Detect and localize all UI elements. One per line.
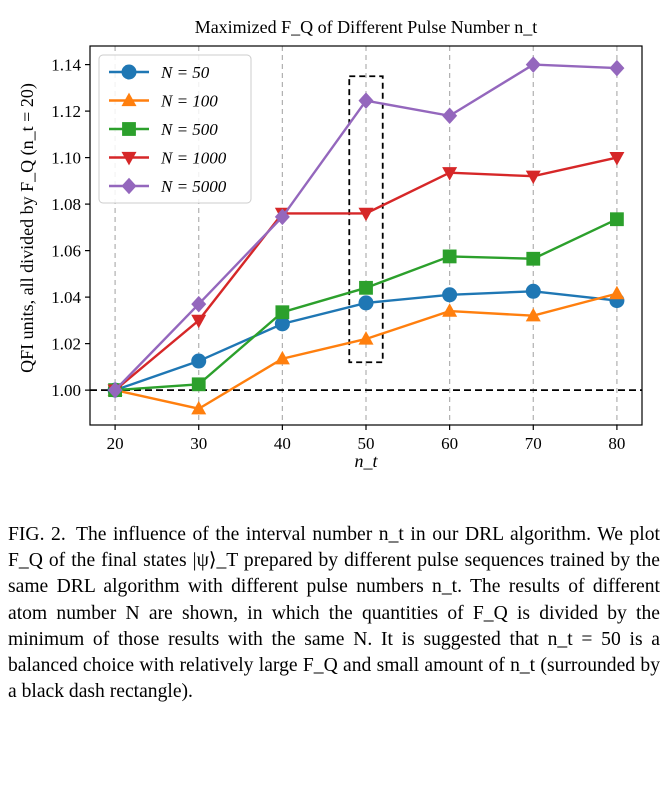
data-point — [525, 170, 541, 185]
x-tick-label: 60 — [441, 434, 458, 453]
data-point — [191, 314, 207, 329]
data-point — [191, 353, 207, 369]
data-point — [442, 167, 458, 181]
caption-label: FIG. 2. — [8, 524, 66, 545]
x-tick-label: 30 — [190, 434, 207, 453]
series-4 — [107, 56, 625, 399]
y-tick-label: 1.12 — [51, 102, 81, 121]
line-chart: Maximized F_Q of Different Pulse Number … — [17, 17, 643, 471]
series-layer — [107, 56, 625, 415]
legend-label: N = 50 — [160, 63, 210, 82]
caption-text: The influence of the interval number n_t… — [8, 524, 660, 703]
data-point — [191, 400, 207, 415]
data-point — [442, 107, 458, 125]
highlight-rectangle — [348, 75, 384, 364]
legend: N = 50 N = 100 N = 500 N = 1000 N = 5000 — [98, 54, 252, 204]
data-point — [359, 280, 373, 295]
x-axis-title: n_t — [354, 451, 378, 471]
legend-label: N = 5000 — [160, 177, 227, 196]
data-point — [525, 56, 541, 73]
legend-marker — [121, 64, 137, 80]
axis-ticks: 20 30 40 50 60 70 80 1.00 1.02 1.04 1.06 1.08 1.10 1.… — [51, 56, 625, 453]
data-point — [609, 285, 625, 300]
y-tick-label: 1.04 — [51, 288, 81, 307]
y-tick-label: 1.02 — [51, 335, 81, 354]
legend-label: N = 500 — [160, 120, 218, 139]
x-tick-label: 80 — [608, 434, 625, 453]
data-point — [191, 295, 207, 313]
y-tick-label: 1.00 — [51, 381, 81, 400]
data-point — [274, 208, 290, 226]
data-point — [526, 251, 541, 266]
data-point — [358, 207, 374, 222]
x-tick-label: 40 — [274, 434, 291, 453]
legend-label: N = 100 — [160, 92, 218, 111]
y-tick-label: 1.10 — [51, 149, 81, 168]
legend-marker — [121, 92, 137, 107]
data-point — [275, 305, 290, 320]
data-point — [442, 303, 458, 317]
data-point — [274, 316, 290, 332]
legend-marker — [122, 122, 136, 136]
figure-caption: FIG. 2. The influence of the interval nu… — [8, 522, 660, 705]
x-tick-label: 20 — [107, 434, 124, 453]
data-point — [358, 295, 374, 311]
data-point — [358, 92, 374, 109]
legend-box — [98, 54, 252, 204]
y-tick-label: 1.08 — [51, 195, 81, 214]
data-point — [525, 283, 541, 299]
y-axis-title: QFI units, all divided by F_Q (n_t = 20) — [17, 83, 38, 373]
data-point — [191, 377, 206, 392]
data-point — [609, 59, 625, 77]
data-point — [525, 307, 541, 322]
chart-title: Maximized F_Q of Different Pulse Number … — [195, 17, 538, 37]
data-point — [358, 331, 374, 345]
data-point — [107, 381, 123, 399]
data-point — [442, 287, 458, 303]
data-point — [442, 249, 457, 264]
y-tick-label: 1.06 — [51, 242, 81, 261]
data-point — [610, 212, 624, 227]
legend-marker — [121, 151, 137, 166]
y-tick-label: 1.14 — [51, 56, 81, 75]
data-point — [274, 350, 290, 365]
x-tick-label: 50 — [358, 434, 375, 453]
legend-marker — [121, 177, 137, 195]
data-point — [609, 151, 625, 166]
legend-label: N = 1000 — [160, 149, 227, 168]
x-tick-label: 70 — [525, 434, 542, 453]
